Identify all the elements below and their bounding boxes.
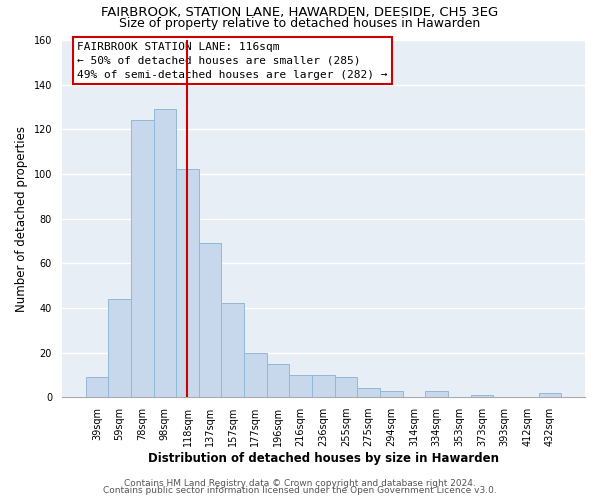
Bar [86, 377, 108, 397]
Bar [154, 109, 176, 397]
Bar [131, 120, 154, 397]
Bar [425, 390, 448, 397]
Bar [108, 299, 131, 397]
Bar [539, 393, 561, 397]
Bar [244, 352, 267, 397]
Bar [335, 377, 358, 397]
Bar [176, 170, 199, 397]
Text: Size of property relative to detached houses in Hawarden: Size of property relative to detached ho… [119, 18, 481, 30]
Bar [267, 364, 289, 397]
Y-axis label: Number of detached properties: Number of detached properties [15, 126, 28, 312]
Bar [289, 375, 312, 397]
Bar [199, 243, 221, 397]
Bar [358, 388, 380, 397]
Bar [470, 395, 493, 397]
Bar [312, 375, 335, 397]
Text: Contains HM Land Registry data © Crown copyright and database right 2024.: Contains HM Land Registry data © Crown c… [124, 478, 476, 488]
Text: FAIRBROOK, STATION LANE, HAWARDEN, DEESIDE, CH5 3EG: FAIRBROOK, STATION LANE, HAWARDEN, DEESI… [101, 6, 499, 19]
Bar [221, 304, 244, 397]
Text: FAIRBROOK STATION LANE: 116sqm
← 50% of detached houses are smaller (285)
49% of: FAIRBROOK STATION LANE: 116sqm ← 50% of … [77, 42, 388, 80]
X-axis label: Distribution of detached houses by size in Hawarden: Distribution of detached houses by size … [148, 452, 499, 465]
Bar [380, 390, 403, 397]
Text: Contains public sector information licensed under the Open Government Licence v3: Contains public sector information licen… [103, 486, 497, 495]
